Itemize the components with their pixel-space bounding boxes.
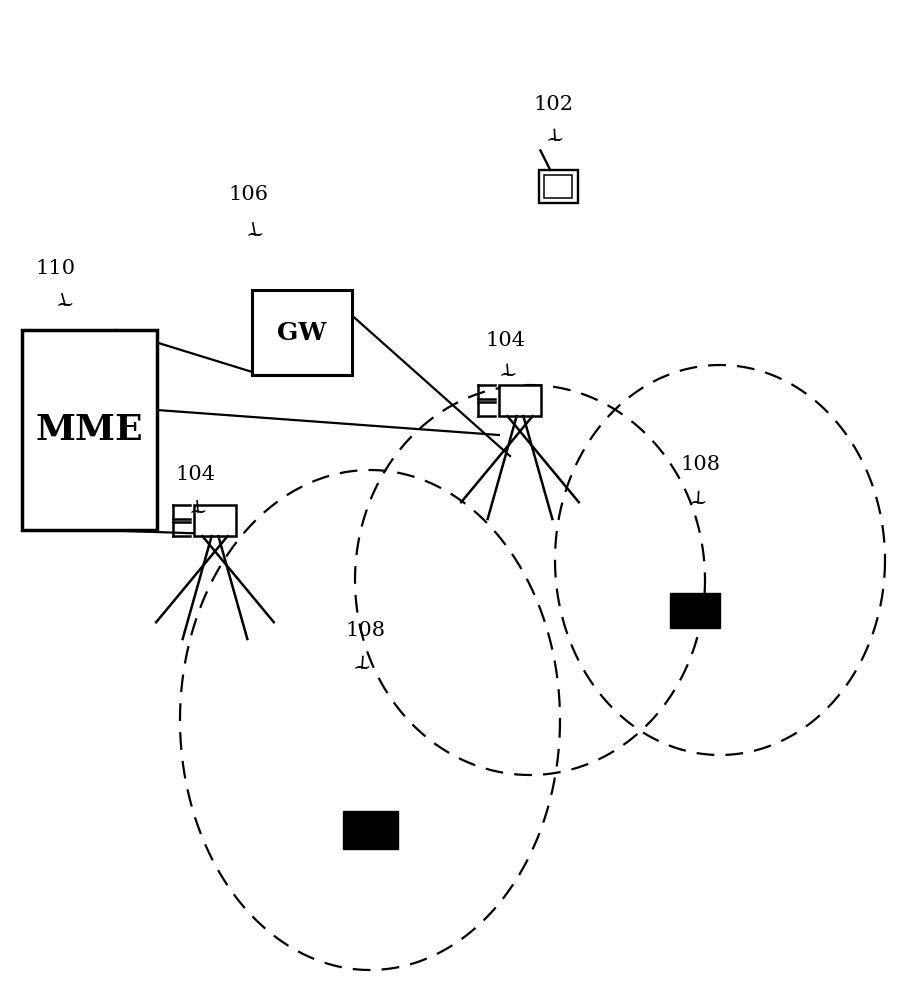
FancyBboxPatch shape — [538, 170, 577, 203]
Text: 104: 104 — [485, 330, 525, 350]
Text: 110: 110 — [35, 258, 75, 277]
FancyBboxPatch shape — [22, 330, 157, 530]
Text: ~: ~ — [546, 129, 565, 151]
Text: 108: 108 — [345, 620, 385, 640]
FancyBboxPatch shape — [670, 592, 720, 628]
FancyBboxPatch shape — [499, 385, 541, 416]
Text: GW: GW — [277, 320, 327, 344]
Text: ~: ~ — [56, 294, 74, 316]
FancyBboxPatch shape — [342, 811, 397, 849]
FancyBboxPatch shape — [544, 175, 572, 198]
Text: 106: 106 — [228, 186, 268, 205]
FancyBboxPatch shape — [252, 290, 352, 375]
Text: ~: ~ — [188, 501, 207, 523]
Text: 108: 108 — [680, 456, 720, 475]
Text: ~: ~ — [353, 657, 371, 679]
Text: 102: 102 — [533, 96, 573, 114]
Text: MME: MME — [35, 413, 143, 447]
Text: ~: ~ — [245, 224, 264, 246]
Text: 104: 104 — [175, 466, 215, 485]
Text: ~: ~ — [499, 364, 518, 386]
FancyBboxPatch shape — [194, 505, 236, 536]
Text: ~: ~ — [689, 492, 708, 514]
